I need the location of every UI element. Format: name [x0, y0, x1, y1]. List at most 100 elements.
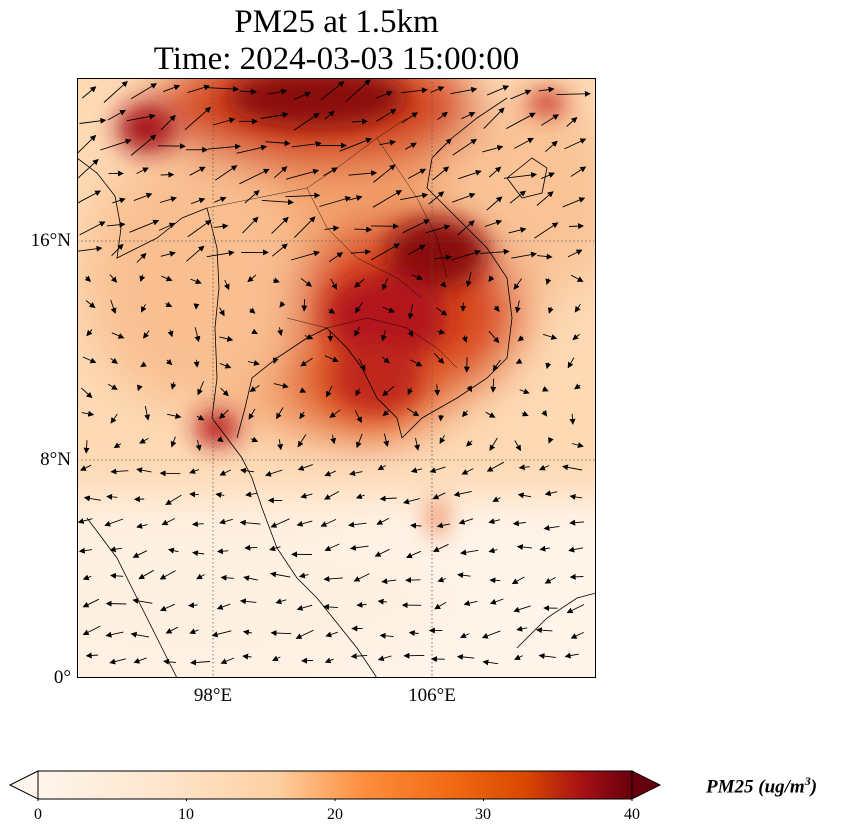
wind-vector: [405, 550, 422, 559]
wind-vector: [296, 520, 313, 527]
wind-vector: [82, 625, 101, 635]
wind-vector: [248, 307, 256, 314]
wind-vector: [236, 144, 268, 154]
wind-vector: [105, 631, 124, 638]
wind-vector: [568, 546, 584, 553]
wind-vector: [434, 601, 447, 610]
wind-vector: [186, 245, 205, 262]
wind-vector: [192, 550, 205, 557]
wind-vector: [243, 575, 258, 582]
wind-vector: [269, 545, 281, 552]
wind-vector: [538, 86, 555, 93]
wind-vector: [219, 362, 232, 369]
wind-vector: [536, 191, 554, 206]
wind-vector: [380, 330, 387, 342]
wind-vector: [212, 117, 236, 126]
wind-vector: [324, 491, 340, 500]
wind-vector: [249, 385, 260, 392]
wind-vector: [405, 577, 421, 584]
wind-vector: [437, 328, 446, 335]
wind-vector: [189, 491, 199, 498]
wind-vector: [403, 498, 420, 505]
wind-vector: [545, 140, 558, 153]
wind-vector: [460, 549, 479, 556]
wind-vector: [136, 167, 149, 174]
wind-vector: [193, 359, 200, 368]
wind-vector: [514, 440, 522, 452]
wind-vector: [486, 196, 503, 211]
wind-vector: [214, 165, 238, 181]
wind-vector: [270, 518, 290, 528]
wind-vector: [242, 653, 252, 660]
wind-vector: [217, 436, 224, 443]
map-frame: [77, 78, 596, 678]
wind-vector: [435, 138, 452, 154]
wind-vector: [330, 434, 337, 445]
wind-vector: [211, 630, 232, 638]
lon-tick-106e: 106°E: [408, 685, 456, 706]
wind-vector: [244, 544, 258, 551]
wind-vector: [139, 438, 149, 444]
wind-vector: [158, 222, 176, 231]
wind-vector: [163, 84, 181, 93]
wind-vector: [486, 461, 505, 472]
wind-vector: [248, 360, 260, 366]
wind-vector: [109, 658, 127, 665]
wind-vector: [506, 112, 536, 129]
wind-vector: [516, 544, 533, 551]
wind-vector: [566, 116, 578, 127]
wind-vector: [488, 518, 501, 525]
wind-vector: [163, 658, 177, 665]
wind-vector: [461, 112, 476, 120]
wind-vector: [556, 90, 591, 97]
wind-vector: [190, 659, 211, 666]
wind-vector: [103, 80, 128, 103]
wind-vector: [324, 657, 334, 664]
wind-vector: [301, 299, 308, 312]
wind-vector: [453, 490, 472, 497]
wind-vector: [160, 114, 176, 131]
wind-vector: [545, 362, 552, 370]
lat-tick-16n: 16°N: [30, 230, 71, 251]
wind-vector: [195, 440, 202, 452]
wind-vector: [242, 216, 259, 234]
wind-vector: [187, 84, 211, 94]
wind-vector: [414, 437, 420, 451]
wind-vector: [493, 305, 500, 312]
wind-vector: [489, 437, 498, 452]
wind-vector: [220, 574, 234, 581]
wind-vector: [248, 408, 256, 420]
wind-vector: [215, 491, 225, 498]
wind-vector: [543, 524, 560, 531]
wind-vector: [279, 301, 286, 308]
wind-vector: [354, 301, 364, 314]
wind-vector: [439, 434, 446, 444]
wind-vector: [206, 250, 235, 258]
wind-vector: [461, 468, 474, 475]
wind-vector: [350, 249, 372, 256]
wind-vector: [110, 299, 117, 315]
wind-vector: [349, 470, 363, 477]
wind-vector: [407, 304, 414, 320]
wind-vector: [270, 630, 292, 637]
wind-vector: [377, 655, 392, 662]
wind-vector: [407, 387, 414, 396]
wind-vector: [381, 578, 397, 585]
wind-vector: [381, 356, 390, 364]
wind-vector: [86, 329, 93, 337]
wind-vector: [434, 384, 441, 396]
wind-vector: [77, 245, 103, 252]
wind-vector: [324, 225, 340, 232]
wind-vector: [457, 572, 471, 579]
lat-tick-8n: 8°N: [40, 449, 71, 470]
wind-vector: [190, 197, 206, 205]
wind-vector: [437, 111, 448, 121]
colorbar-tick-10: 10: [178, 806, 194, 823]
wind-vector: [354, 278, 365, 288]
wind-vector: [463, 600, 478, 607]
wind-vector: [130, 631, 150, 638]
wind-vector: [324, 470, 336, 477]
wind-vector: [320, 518, 337, 527]
wind-vector: [129, 219, 160, 233]
wind-vector: [324, 355, 339, 363]
